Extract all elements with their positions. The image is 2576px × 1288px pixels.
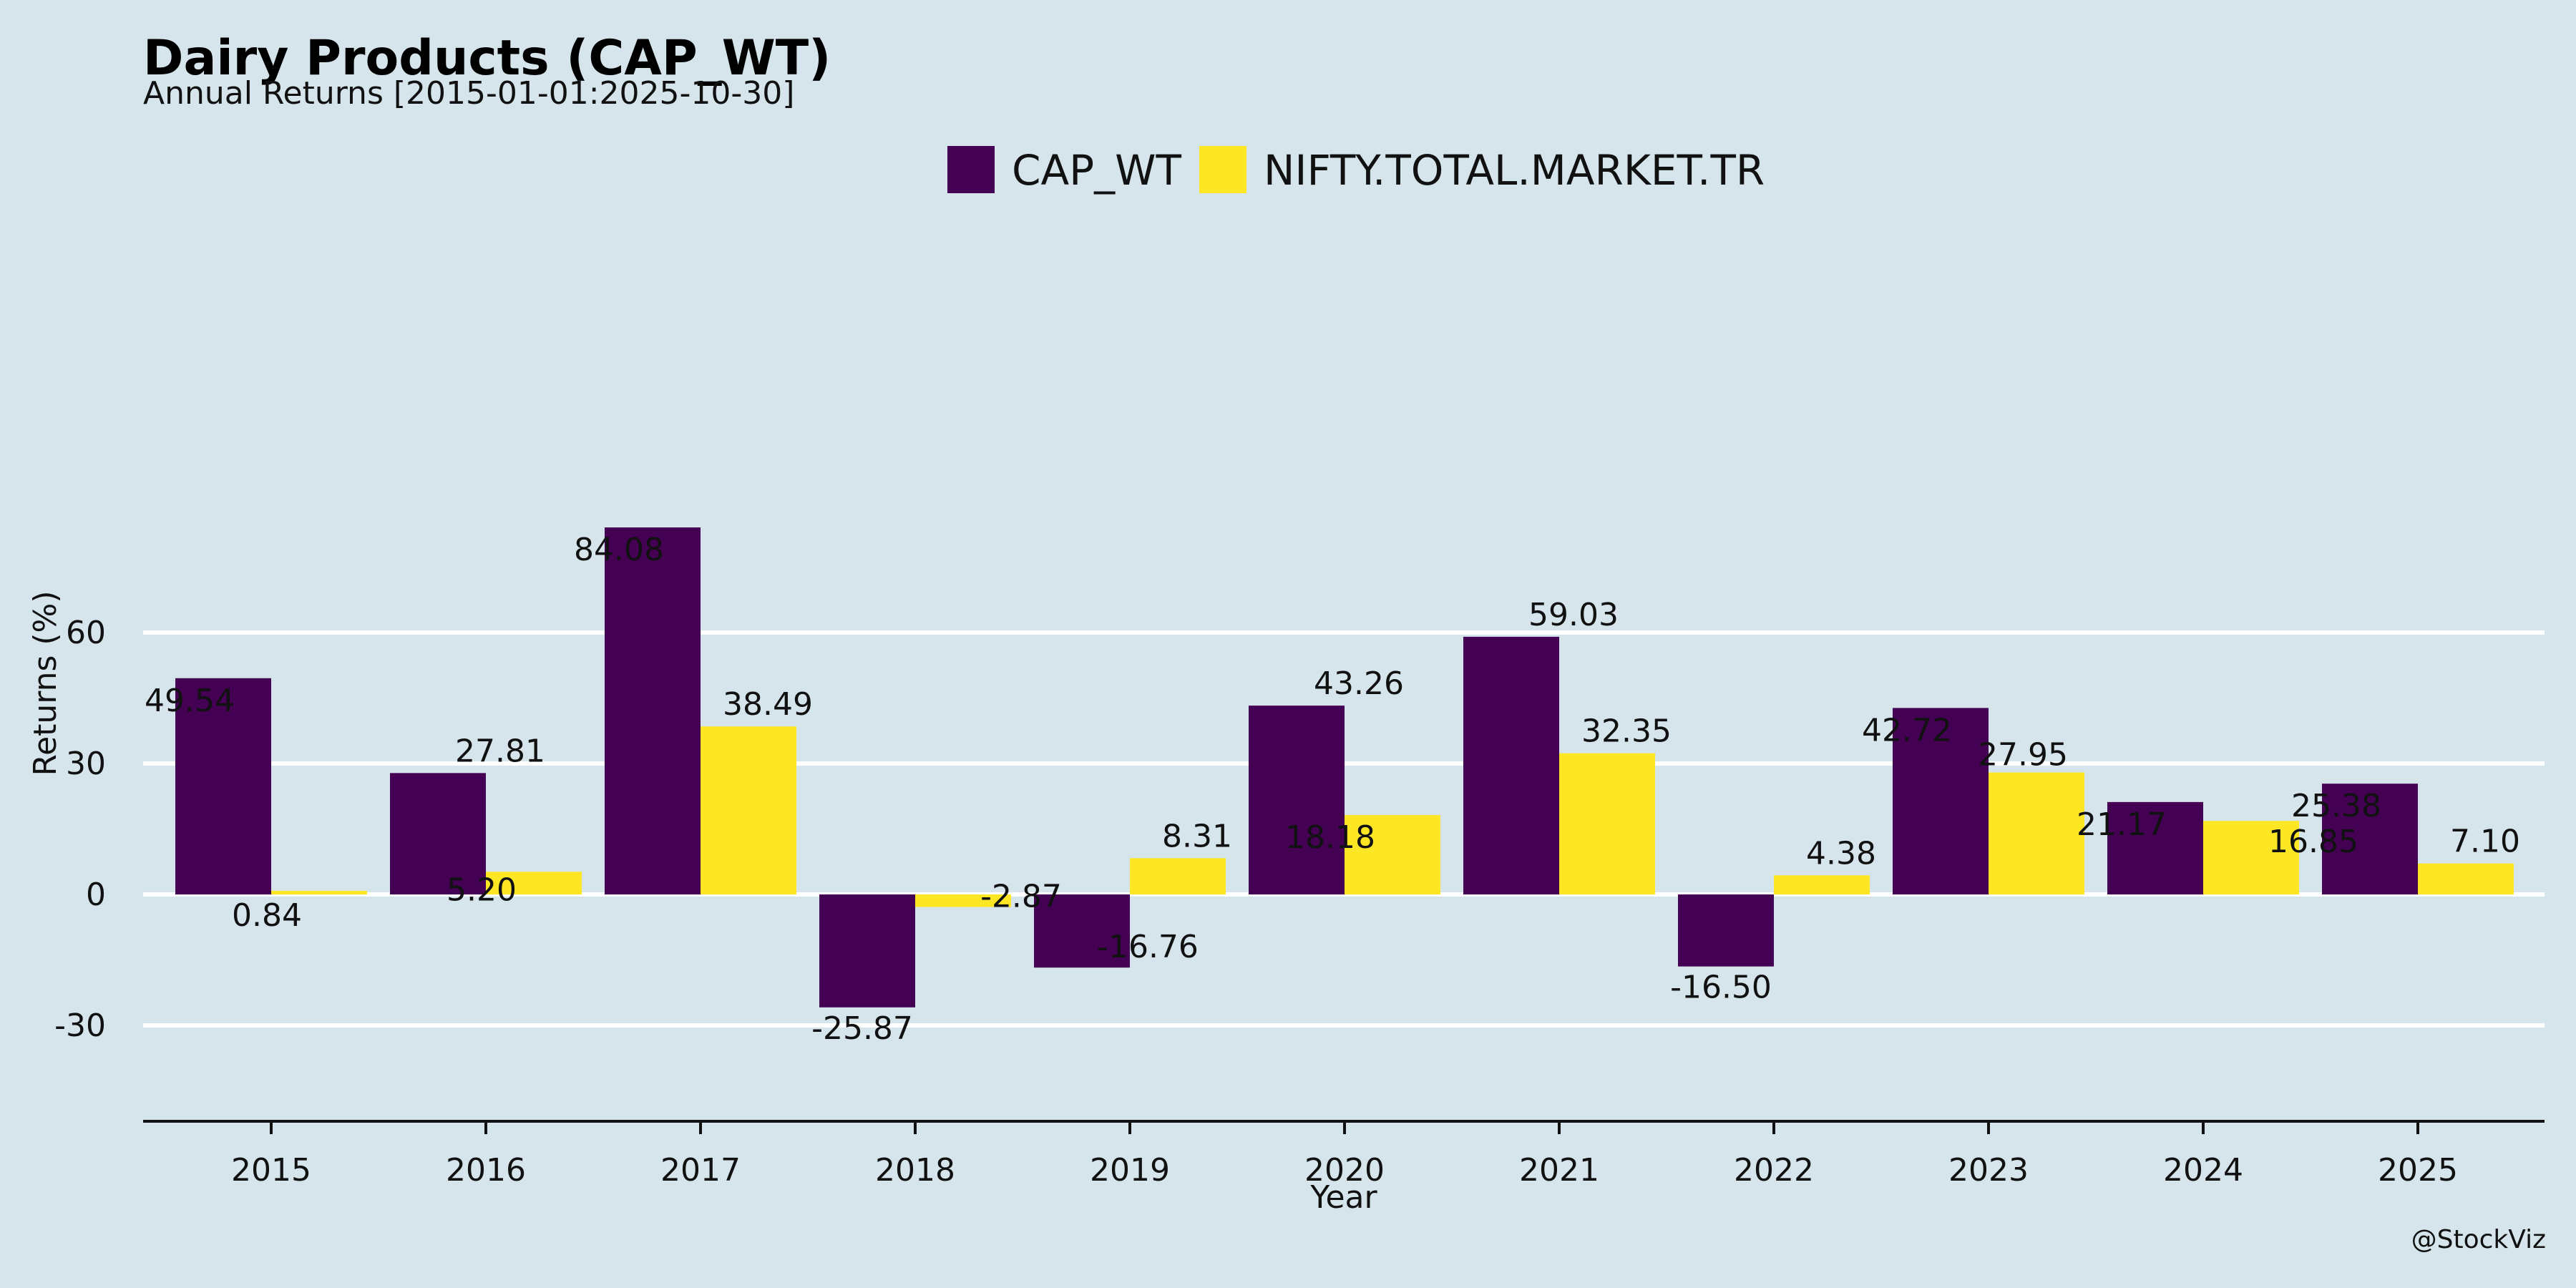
value-label-nifty-total-market-tr-2015: 0.84 xyxy=(232,897,302,934)
value-label-cap-wt-2025: 25.38 xyxy=(2291,788,2381,824)
x-tick-label-2016: 2016 xyxy=(446,1152,526,1189)
bar-cap-wt-2020 xyxy=(1249,706,1345,894)
x-tick-label-2025: 2025 xyxy=(2378,1152,2458,1189)
bar-nifty-total-market-tr-2021 xyxy=(1559,753,1655,894)
value-label-nifty-total-market-tr-2023: 27.95 xyxy=(1978,737,2068,774)
bar-cap-wt-2018 xyxy=(819,894,915,1008)
bar-cap-wt-2024 xyxy=(2107,801,2203,894)
y-tick-label: 0 xyxy=(86,877,106,913)
bar-nifty-total-market-tr-2017 xyxy=(701,726,796,894)
bar-cap-wt-2017 xyxy=(605,527,701,894)
y-tick-label: -30 xyxy=(54,1008,106,1044)
value-label-cap-wt-2022: -16.50 xyxy=(1670,970,1772,1006)
x-tick-label-2021: 2021 xyxy=(1519,1152,1599,1189)
chart-legend: CAP_WT NIFTY.TOTAL.MARKET.TR xyxy=(947,146,1765,195)
x-tick-label-2022: 2022 xyxy=(1734,1152,1814,1189)
legend-swatch-cap-wt xyxy=(947,146,995,193)
bar-nifty-total-market-tr-2020 xyxy=(1345,815,1440,894)
value-label-cap-wt-2018: -25.87 xyxy=(811,1010,913,1047)
x-tick-label-2024: 2024 xyxy=(2163,1152,2243,1189)
value-label-cap-wt-2015: 49.54 xyxy=(145,683,235,719)
value-label-cap-wt-2016: 27.81 xyxy=(455,733,545,769)
x-tick-label-2023: 2023 xyxy=(1948,1152,2029,1189)
value-label-cap-wt-2019: -16.76 xyxy=(1097,929,1199,965)
value-label-nifty-total-market-tr-2024: 16.85 xyxy=(2268,824,2358,860)
bar-cap-wt-2016 xyxy=(390,773,486,894)
bar-cap-wt-2022 xyxy=(1678,894,1774,967)
bar-cap-wt-2019 xyxy=(1034,894,1130,968)
value-label-nifty-total-market-tr-2018: -2.87 xyxy=(980,879,1062,915)
x-axis-ticks: 2015 2016 2017 2018 2019 2020 2021 2022 2023 2024… xyxy=(231,1121,2458,1189)
y-axis-ticks: -30 0 30 60 xyxy=(54,615,106,1044)
x-axis-label: Year xyxy=(1309,1179,1377,1216)
value-label-nifty-total-market-tr-2022: 4.38 xyxy=(1806,835,1876,872)
value-labels: 49.540.8427.815.2084.0838.49-25.87-2.87-… xyxy=(145,532,2520,1047)
x-tick-label-2020: 2020 xyxy=(1304,1152,1385,1189)
legend-swatch-nifty-total-market-tr xyxy=(1199,146,1246,193)
x-tick-label-2019: 2019 xyxy=(1090,1152,1170,1189)
bar-nifty-total-market-tr-2018 xyxy=(915,894,1011,907)
bar-nifty-total-market-tr-2025 xyxy=(2418,863,2514,894)
value-label-nifty-total-market-tr-2021: 32.35 xyxy=(1581,713,1672,750)
credit-text: @StockViz xyxy=(2411,1225,2546,1254)
bar-cap-wt-2023 xyxy=(1893,708,1989,894)
chart-title: Dairy Products (CAP_WT) xyxy=(143,30,831,87)
bar-nifty-total-market-tr-2023 xyxy=(1989,772,2084,894)
value-label-cap-wt-2020: 43.26 xyxy=(1314,665,1404,702)
value-label-nifty-total-market-tr-2019: 8.31 xyxy=(1162,818,1232,854)
bars xyxy=(175,527,2514,1008)
x-tick-label-2018: 2018 xyxy=(875,1152,955,1189)
value-label-nifty-total-market-tr-2020: 18.18 xyxy=(1285,819,1375,856)
value-label-cap-wt-2021: 59.03 xyxy=(1528,597,1619,633)
value-label-cap-wt-2017: 84.08 xyxy=(574,532,664,568)
legend-label-nifty-total-market-tr: NIFTY.TOTAL.MARKET.TR xyxy=(1264,146,1765,195)
bar-nifty-total-market-tr-2015 xyxy=(271,890,367,894)
bar-nifty-total-market-tr-2022 xyxy=(1774,875,1870,894)
value-label-cap-wt-2023: 42.72 xyxy=(1862,712,1952,748)
bar-cap-wt-2015 xyxy=(175,678,271,894)
y-tick-label: 30 xyxy=(66,746,106,782)
legend-label-cap-wt: CAP_WT xyxy=(1012,146,1181,195)
bar-cap-wt-2021 xyxy=(1463,636,1559,894)
bar-cap-wt-2025 xyxy=(2322,784,2418,894)
value-label-nifty-total-market-tr-2017: 38.49 xyxy=(723,686,813,723)
x-tick-label-2015: 2015 xyxy=(231,1152,311,1189)
y-axis-label: Returns (%) xyxy=(27,590,64,776)
bar-nifty-total-market-tr-2019 xyxy=(1130,858,1226,894)
value-label-cap-wt-2024: 21.17 xyxy=(2077,806,2167,843)
bar-nifty-total-market-tr-2016 xyxy=(486,872,582,894)
value-label-nifty-total-market-tr-2016: 5.20 xyxy=(447,872,517,908)
chart-subtitle: Annual Returns [2015-01-01:2025-10-30] xyxy=(143,75,794,112)
value-label-nifty-total-market-tr-2025: 7.10 xyxy=(2450,824,2520,860)
y-tick-label: 60 xyxy=(66,615,106,651)
bar-nifty-total-market-tr-2024 xyxy=(2203,821,2299,894)
x-tick-label-2017: 2017 xyxy=(660,1152,741,1189)
